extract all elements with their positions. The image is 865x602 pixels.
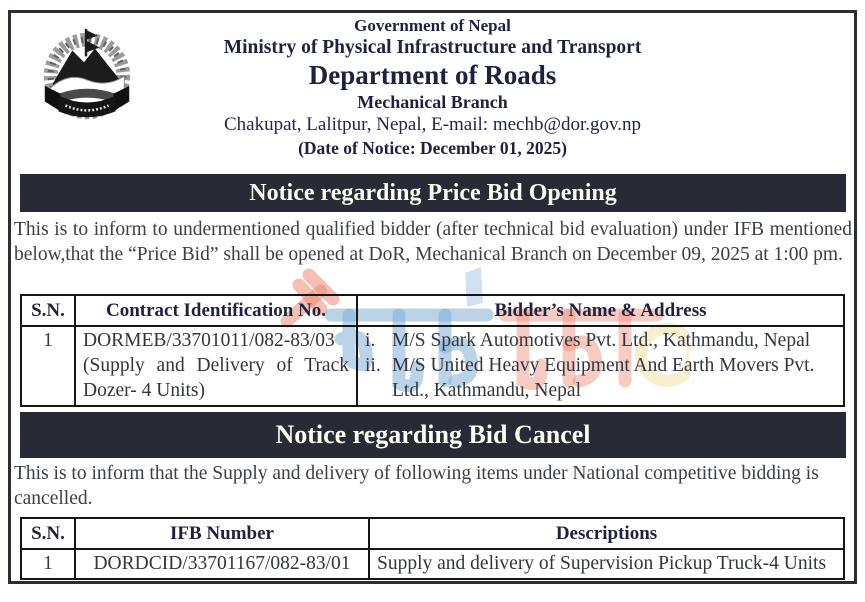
price-bid-table: S.N. Contract Identification No. Bidder’… xyxy=(20,294,845,407)
price-bid-opening-banner: Notice regarding Price Bid Opening xyxy=(20,174,846,212)
bid-cancel-banner: Notice regarding Bid Cancel xyxy=(20,412,846,458)
col-header-sn: S.N. xyxy=(20,294,76,327)
col-header-sn: S.N. xyxy=(20,517,76,550)
col-header-contract-id: Contract Identification No. xyxy=(74,294,358,327)
bid-cancel-table: S.N. IFB Number Descriptions 1 DORDCID/3… xyxy=(20,517,845,580)
address-email-line: Chakupat, Lalitpur, Nepal, E-mail: mechb… xyxy=(223,114,642,135)
notice-date-line: (Date of Notice: December 01, 2025) xyxy=(298,138,567,158)
department-title: Department of Roads xyxy=(308,60,557,90)
table-row: 1 DORMEB/33701011/082-83/03 (Supply and … xyxy=(20,325,845,407)
ministry-title: Ministry of Physical Infrastructure and … xyxy=(223,37,642,58)
nepal-emblem xyxy=(43,28,131,120)
col-header-bidder: Bidder’s Name & Address xyxy=(356,294,845,327)
bid-cancel-paragraph: This is to inform that the Supply and de… xyxy=(14,463,819,509)
price-bid-opening-paragraph: This is to inform to undermentioned qual… xyxy=(14,219,852,265)
cell-bidders: i. M/S Spark Automotives Pvt. Ltd., Kath… xyxy=(356,325,845,407)
cell-sn: 1 xyxy=(20,548,76,580)
bidder-marker: i. xyxy=(365,330,376,351)
branch-title: Mechanical Branch xyxy=(357,92,508,112)
cell-ifb-number: DORDCID/33701167/082-83/01 xyxy=(74,548,370,580)
cell-sn: 1 xyxy=(20,325,76,407)
col-header-ifb: IFB Number xyxy=(74,517,370,550)
col-header-descriptions: Descriptions xyxy=(368,517,845,550)
bidder-name: M/S Spark Automotives Pvt. Ltd., Kathman… xyxy=(392,330,811,351)
table-row: 1 DORDCID/33701167/082-83/01 Supply and … xyxy=(20,548,845,580)
bidder-entry: ii. M/S United Heavy Equipment And Earth… xyxy=(365,353,836,403)
bid-cancel-table-header-row: S.N. IFB Number Descriptions xyxy=(20,517,845,550)
bidder-marker: ii. xyxy=(365,355,381,376)
cell-contract-id: DORMEB/33701011/082-83/03 (Supply and De… xyxy=(74,325,358,407)
price-bid-table-header-row: S.N. Contract Identification No. Bidder’… xyxy=(20,294,845,327)
bidder-entry: i. M/S Spark Automotives Pvt. Ltd., Kath… xyxy=(365,328,836,353)
document-header: Government of Nepal Ministry of Physical… xyxy=(11,15,854,159)
cell-description: Supply and delivery of Supervision Picku… xyxy=(368,548,845,580)
government-title: Government of Nepal xyxy=(354,16,511,35)
document-border-frame: Government of Nepal Ministry of Physical… xyxy=(8,10,857,584)
bidder-name: M/S United Heavy Equipment And Earth Mov… xyxy=(392,355,815,401)
